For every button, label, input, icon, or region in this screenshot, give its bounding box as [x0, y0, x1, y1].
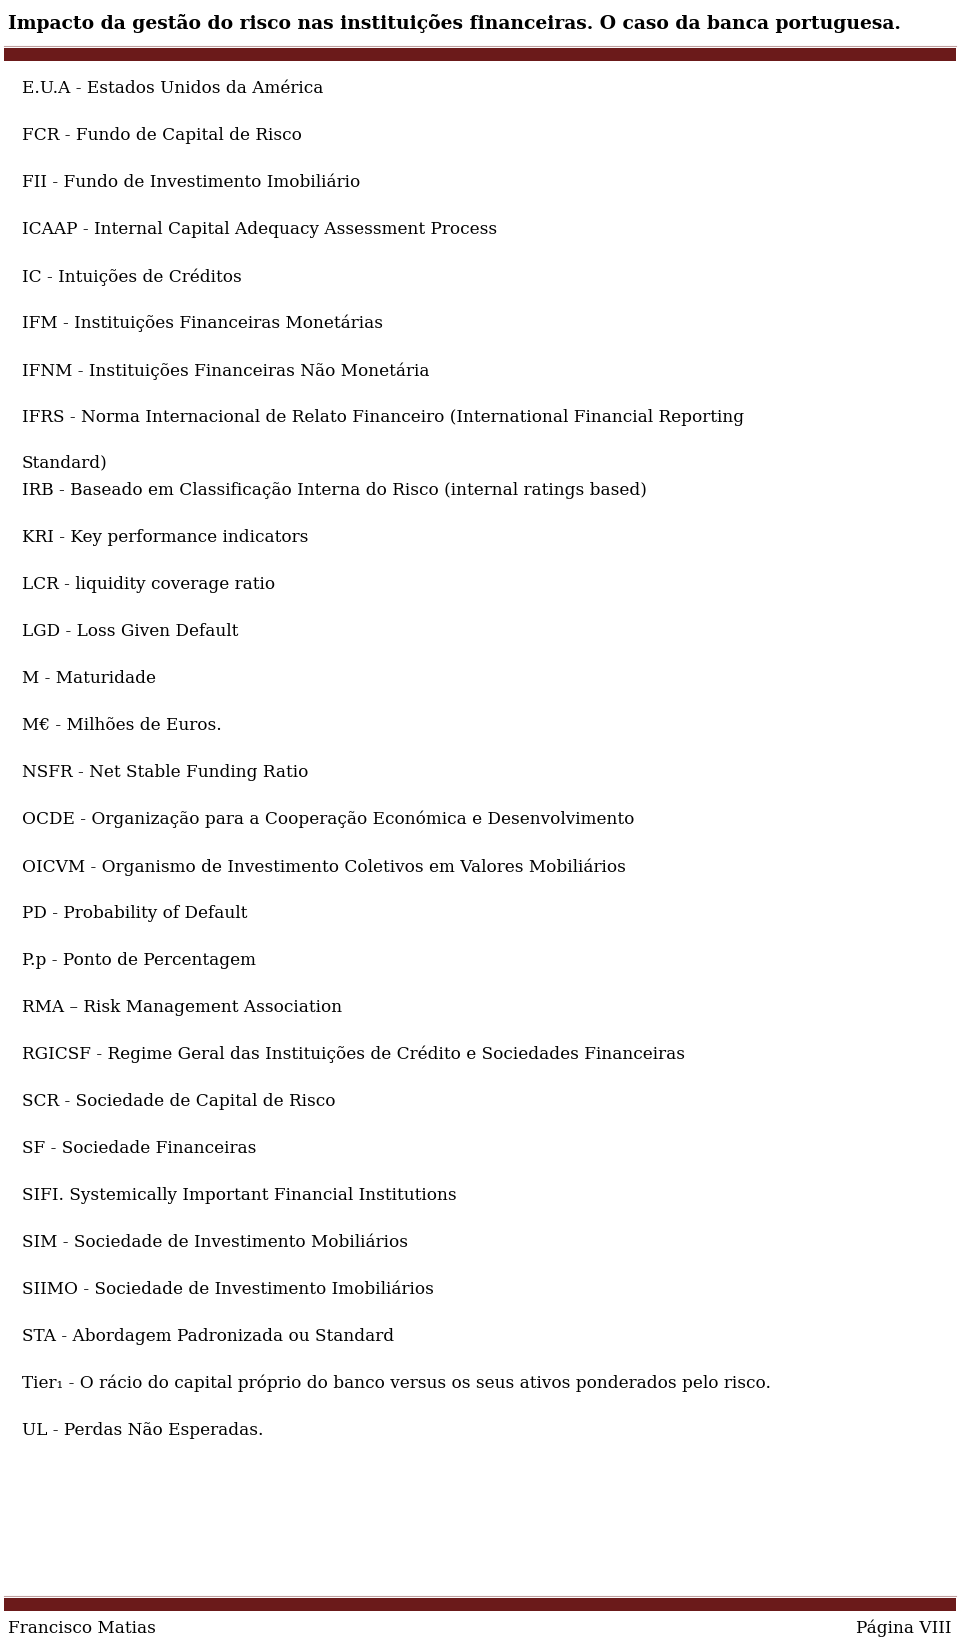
Text: SF - Sociedade Financeiras: SF - Sociedade Financeiras: [22, 1139, 256, 1157]
Text: Francisco Matias: Francisco Matias: [8, 1618, 156, 1636]
Text: SIM - Sociedade de Investimento Mobiliários: SIM - Sociedade de Investimento Mobiliár…: [22, 1233, 408, 1251]
Text: FCR - Fundo de Capital de Risco: FCR - Fundo de Capital de Risco: [22, 127, 301, 143]
Bar: [4, 1599, 956, 1612]
Text: Standard): Standard): [22, 453, 108, 471]
Text: PD - Probability of Default: PD - Probability of Default: [22, 905, 248, 921]
Text: Impacto da gestão do risco nas instituições financeiras. O caso da banca portugu: Impacto da gestão do risco nas instituiç…: [8, 13, 900, 33]
Text: IFRS - Norma Internacional de Relato Financeiro (International Financial Reporti: IFRS - Norma Internacional de Relato Fin…: [22, 409, 744, 425]
Text: RGICSF - Regime Geral das Instituições de Crédito e Sociedades Financeiras: RGICSF - Regime Geral das Instituições d…: [22, 1045, 685, 1063]
Text: IRB - Baseado em Classificação Interna do Risco (internal ratings based): IRB - Baseado em Classificação Interna d…: [22, 481, 647, 499]
Text: LCR - liquidity coverage ratio: LCR - liquidity coverage ratio: [22, 575, 276, 593]
Text: NSFR - Net Stable Funding Ratio: NSFR - Net Stable Funding Ratio: [22, 763, 308, 781]
Text: LGD - Loss Given Default: LGD - Loss Given Default: [22, 623, 238, 639]
Text: IFNM - Instituições Financeiras Não Monetária: IFNM - Instituições Financeiras Não Mone…: [22, 363, 429, 379]
Text: SIIMO - Sociedade de Investimento Imobiliários: SIIMO - Sociedade de Investimento Imobil…: [22, 1280, 434, 1297]
Text: P.p - Ponto de Percentagem: P.p - Ponto de Percentagem: [22, 951, 256, 969]
Text: OCDE - Organização para a Cooperação Económica e Desenvolvimento: OCDE - Organização para a Cooperação Eco…: [22, 811, 635, 827]
Text: SCR - Sociedade de Capital de Risco: SCR - Sociedade de Capital de Risco: [22, 1093, 335, 1109]
Text: UL - Perdas Não Esperadas.: UL - Perdas Não Esperadas.: [22, 1421, 263, 1439]
Text: STA - Abordagem Padronizada ou Standard: STA - Abordagem Padronizada ou Standard: [22, 1327, 395, 1345]
Text: IC - Intuições de Créditos: IC - Intuições de Créditos: [22, 269, 242, 285]
Text: IFM - Instituições Financeiras Monetárias: IFM - Instituições Financeiras Monetária…: [22, 315, 383, 333]
Text: OICVM - Organismo de Investimento Coletivos em Valores Mobiliários: OICVM - Organismo de Investimento Coleti…: [22, 857, 626, 875]
Text: SIFI. Systemically Important Financial Institutions: SIFI. Systemically Important Financial I…: [22, 1187, 457, 1203]
Text: M - Maturidade: M - Maturidade: [22, 669, 156, 687]
Text: Tier₁ - O rácio do capital próprio do banco versus os seus ativos ponderados pel: Tier₁ - O rácio do capital próprio do ba…: [22, 1374, 771, 1391]
Text: ICAAP - Internal Capital Adequacy Assessment Process: ICAAP - Internal Capital Adequacy Assess…: [22, 221, 497, 237]
Text: M€ - Milhões de Euros.: M€ - Milhões de Euros.: [22, 717, 222, 733]
Text: E.U.A - Estados Unidos da América: E.U.A - Estados Unidos da América: [22, 81, 324, 97]
Text: Página VIII: Página VIII: [856, 1618, 952, 1636]
Bar: [4, 49, 956, 63]
Text: FII - Fundo de Investimento Imobiliário: FII - Fundo de Investimento Imobiliário: [22, 175, 360, 191]
Text: RMA – Risk Management Association: RMA – Risk Management Association: [22, 999, 342, 1015]
Text: KRI - Key performance indicators: KRI - Key performance indicators: [22, 529, 308, 545]
